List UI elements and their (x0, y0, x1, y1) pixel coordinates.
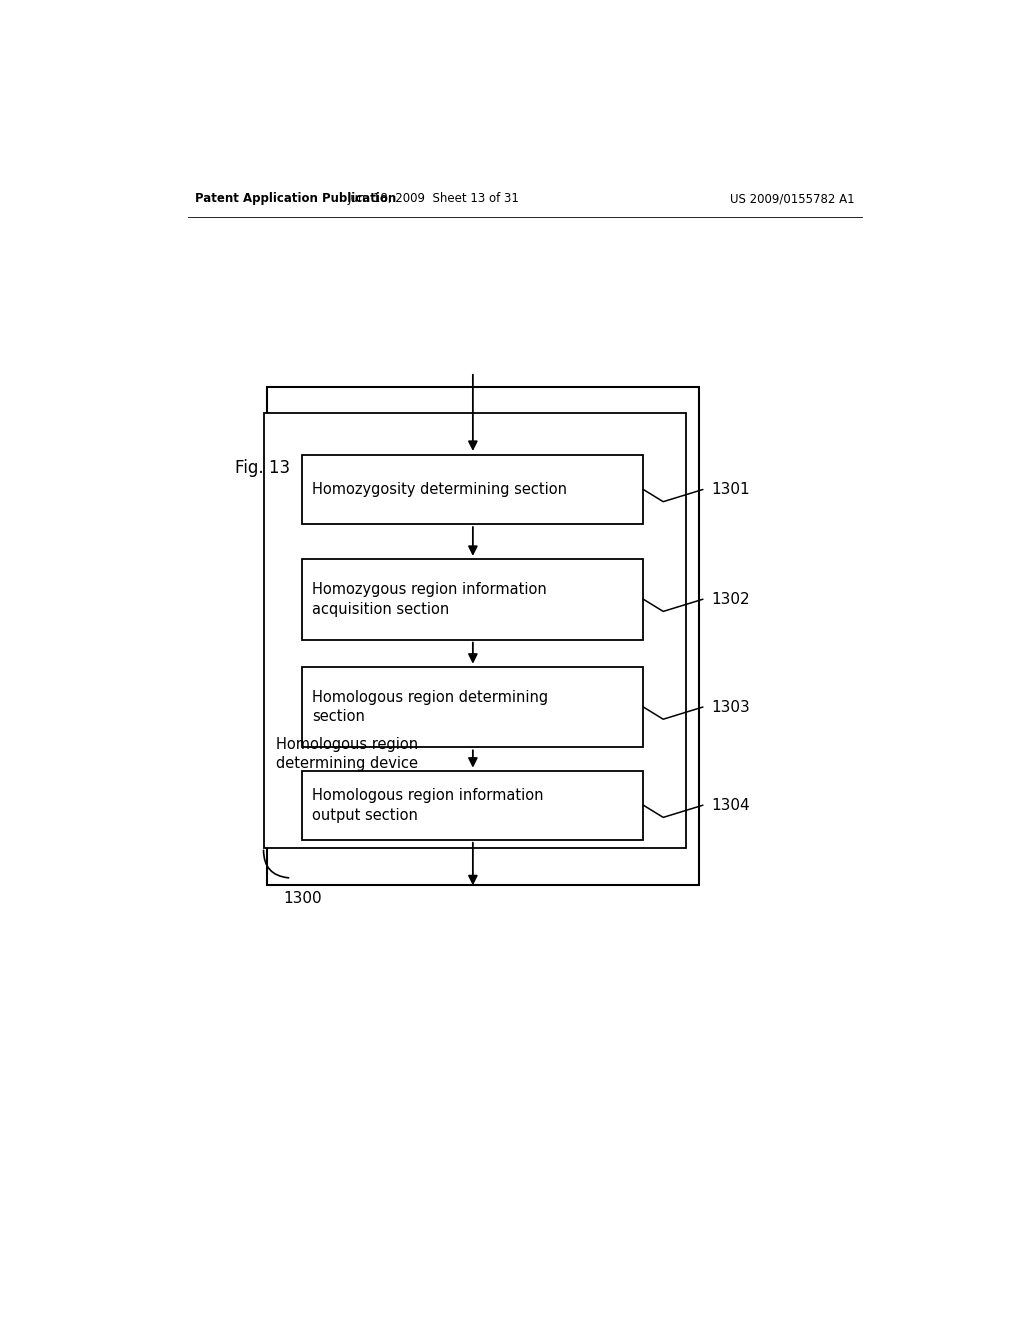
Text: Homozygous region information
acquisition section: Homozygous region information acquisitio… (312, 582, 547, 616)
Text: 1304: 1304 (711, 797, 750, 813)
Bar (267, 387, 699, 886)
Text: Fig. 13: Fig. 13 (236, 459, 290, 478)
Text: Homologous region determining
section: Homologous region determining section (312, 689, 548, 725)
Bar (263, 413, 686, 847)
Text: 1301: 1301 (711, 482, 750, 498)
Text: Homologous region
determining device: Homologous region determining device (275, 737, 418, 771)
Text: Homozygosity determining section: Homozygosity determining section (312, 482, 567, 498)
Bar (302, 667, 643, 747)
Text: Homologous region information
output section: Homologous region information output sec… (312, 788, 544, 822)
Text: Patent Application Publication: Patent Application Publication (196, 191, 396, 205)
Bar (302, 771, 643, 840)
Text: 1302: 1302 (711, 591, 750, 607)
Text: US 2009/0155782 A1: US 2009/0155782 A1 (729, 191, 854, 205)
Text: 1300: 1300 (284, 891, 323, 907)
Text: Jun. 18, 2009  Sheet 13 of 31: Jun. 18, 2009 Sheet 13 of 31 (347, 191, 519, 205)
Bar (302, 558, 643, 640)
Bar (302, 455, 643, 524)
Text: 1303: 1303 (711, 700, 750, 714)
